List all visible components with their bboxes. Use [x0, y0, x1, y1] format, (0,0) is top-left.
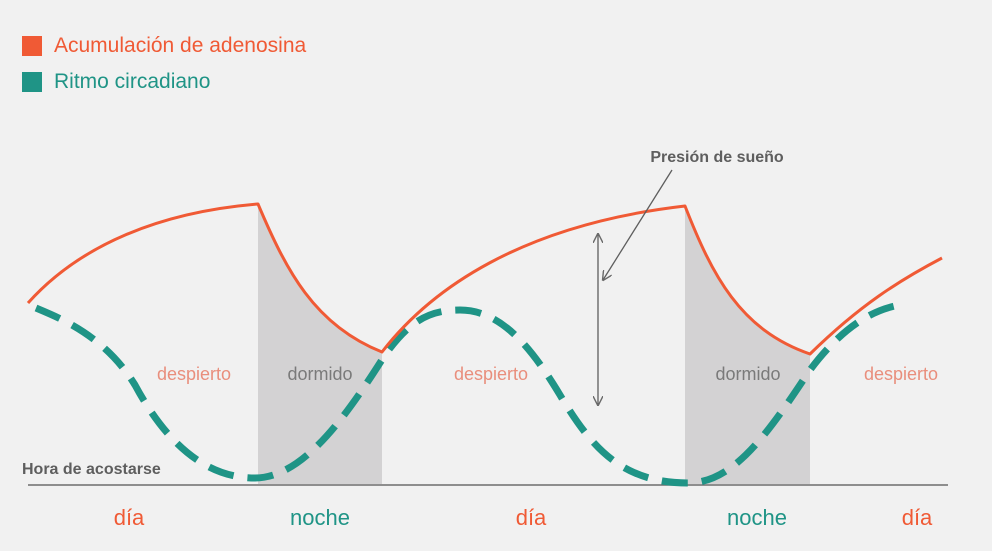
period-label-day-2: día [516, 505, 547, 530]
period-label-night-1: noche [290, 505, 350, 530]
circadian-rhythm-curve [34, 301, 901, 487]
adenosine-label: Acumulación de adenosina [54, 34, 307, 57]
period-label-day-3: día [902, 505, 933, 530]
circadian-swatch [22, 72, 42, 92]
adenosine-swatch [22, 36, 42, 56]
legend-item-circadian: Ritmo circadiano [22, 64, 306, 100]
state-label-awake-3: despierto [864, 364, 938, 384]
legend: Acumulación de adenosina Ritmo circadian… [22, 28, 306, 100]
sleep-shade-1 [258, 204, 382, 484]
state-label-awake-1: despierto [157, 364, 231, 384]
period-label-night-2: noche [727, 505, 787, 530]
state-label-asleep-1: dormido [287, 364, 352, 384]
pressure-pointer-arrow [603, 169, 673, 280]
period-label-day-1: día [114, 505, 145, 530]
state-label-asleep-2: dormido [715, 364, 780, 384]
circadian-label: Ritmo circadiano [54, 70, 211, 93]
bedtime-label: Hora de acostarse [22, 461, 161, 478]
adenosine-accumulation-curve [26, 202, 943, 356]
pressure-label: Presión de sueño [650, 149, 784, 166]
legend-item-adenosine: Acumulación de adenosina [22, 28, 306, 64]
state-label-awake-2: despierto [454, 364, 528, 384]
